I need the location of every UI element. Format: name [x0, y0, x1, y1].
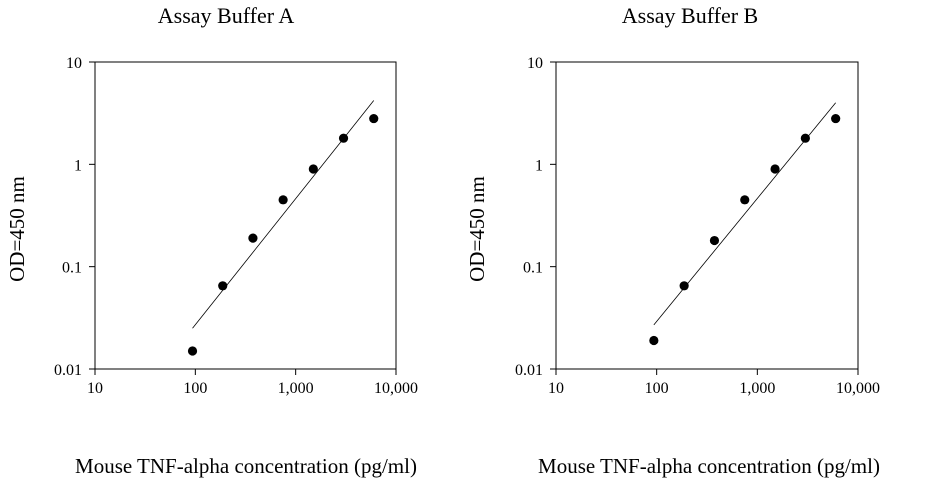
- plot-frame: [94, 61, 397, 370]
- y-tick-label: 10: [527, 55, 543, 72]
- chart-title: Assay Buffer A: [158, 3, 295, 28]
- y-tick-label: 0.01: [515, 362, 543, 379]
- data-point: [338, 133, 349, 143]
- chart-title: Assay Buffer B: [622, 3, 758, 28]
- x-tick-label: 1,000: [278, 380, 314, 397]
- y-tick-label: 10: [66, 55, 82, 72]
- x-tick-label: 10: [87, 380, 103, 397]
- data-point: [831, 113, 841, 124]
- plot-area: 10 100 1,000 10,000 0.01 0.1 1 10: [515, 55, 880, 397]
- plot-frame: [555, 61, 859, 370]
- data-point: [770, 164, 780, 174]
- data-point: [248, 233, 258, 243]
- chart-panel-a: Assay Buffer A OD=450 nm Mouse TNF-alpha…: [5, 3, 418, 478]
- x-tick-label: 10: [548, 380, 564, 397]
- x-axis-label: Mouse TNF-alpha concentration (pg/ml): [538, 454, 880, 478]
- y-tick-label: 1: [74, 157, 82, 174]
- chart-panel-b: Assay Buffer B OD=450 nm Mouse TNF-alpha…: [465, 3, 880, 478]
- x-tick-label: 1,000: [739, 380, 775, 397]
- y-tick-label: 0.01: [54, 362, 82, 379]
- data-point: [800, 133, 810, 143]
- y-tick-label: 0.1: [523, 260, 543, 277]
- x-tick-label: 10,000: [374, 380, 418, 397]
- x-tick-label: 100: [183, 380, 207, 397]
- data-point: [679, 281, 689, 291]
- data-point: [709, 235, 720, 246]
- plot-area: 10 100 1,000 10,000 0.01 0.1 1 10: [54, 55, 418, 397]
- data-point: [278, 195, 288, 205]
- y-axis-label: OD=450 nm: [465, 176, 489, 282]
- data-point: [187, 346, 198, 356]
- y-tick-label: 1: [535, 157, 543, 174]
- data-point: [369, 113, 379, 124]
- data-point: [740, 195, 750, 205]
- x-axis-label: Mouse TNF-alpha concentration (pg/ml): [75, 454, 417, 478]
- x-tick-label: 10,000: [836, 380, 880, 397]
- x-tick-label: 100: [645, 380, 669, 397]
- y-tick-label: 0.1: [62, 260, 82, 277]
- data-point: [218, 281, 228, 291]
- data-point: [649, 335, 659, 346]
- data-point: [308, 164, 318, 174]
- y-axis-label: OD=450 nm: [5, 176, 29, 282]
